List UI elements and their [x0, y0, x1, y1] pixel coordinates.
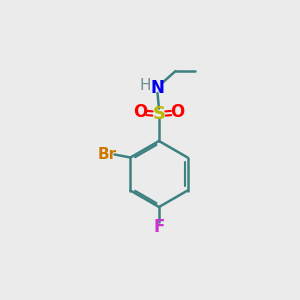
Text: H: H	[139, 78, 151, 93]
Text: F: F	[153, 218, 165, 236]
Text: S: S	[152, 105, 166, 123]
Text: N: N	[151, 79, 164, 97]
Text: Br: Br	[98, 147, 117, 162]
Text: O: O	[170, 103, 185, 122]
Text: O: O	[133, 103, 148, 122]
